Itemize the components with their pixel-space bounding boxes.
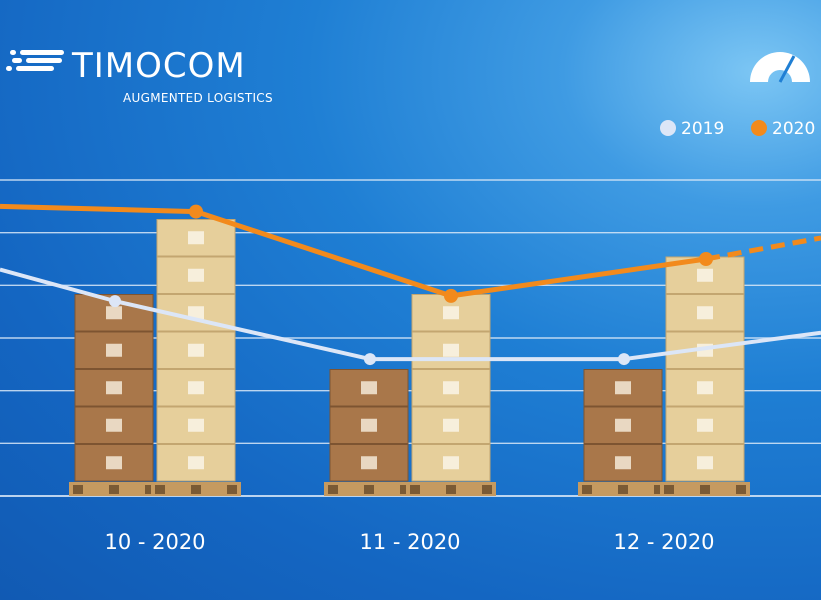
pallet-slot (109, 485, 119, 494)
box-stack-2020 (151, 219, 241, 496)
line-2020 (0, 203, 707, 299)
pallet-slot (736, 485, 746, 494)
box-stack-2019 (324, 369, 414, 496)
box-label (188, 418, 204, 432)
box-label (188, 231, 204, 245)
pallet-slot (73, 485, 83, 494)
pallet-slot (664, 485, 674, 494)
box-label (188, 381, 204, 395)
x-axis-labels: 10 - 2020 11 - 2020 12 - 2020 (104, 530, 714, 554)
box-label (106, 381, 122, 395)
box-label (361, 418, 377, 432)
box-label (106, 343, 122, 357)
box-label (188, 306, 204, 320)
point-2020 (699, 252, 713, 266)
box-label (697, 456, 713, 470)
legend-marker-2019 (660, 120, 676, 136)
pallet-slot (482, 485, 492, 494)
box-label (615, 418, 631, 432)
x-tick-label: 10 - 2020 (104, 530, 205, 554)
box-label (697, 268, 713, 282)
pallet-slot (328, 485, 338, 494)
box-stack-2020 (406, 294, 496, 496)
pallet-slot (364, 485, 374, 494)
speed-lines-icon (6, 50, 64, 71)
box-label (106, 456, 122, 470)
pallet-slot (191, 485, 201, 494)
box-stack-2019 (578, 369, 668, 496)
box-stacks (69, 219, 750, 496)
legend-item-2020: 2020 (751, 118, 815, 140)
brand-tagline: AUGMENTED LOGISTICS (123, 91, 273, 105)
box-label (443, 456, 459, 470)
legend-item-2019: 2019 (660, 118, 724, 140)
box-label (697, 418, 713, 432)
cardboard-box (156, 331, 236, 369)
box-label (697, 306, 713, 320)
point-2020 (189, 204, 203, 219)
pallet-slot (227, 485, 237, 494)
box-label (443, 381, 459, 395)
legend-label-2019: 2019 (681, 119, 725, 139)
box-label (443, 343, 459, 357)
box-stack-2020 (660, 256, 750, 496)
pallet-slot (700, 485, 710, 494)
box-label (697, 381, 713, 395)
box-label (361, 381, 377, 395)
box-label (443, 306, 459, 320)
box-stack-2019 (69, 294, 159, 496)
speedometer-icon (750, 52, 810, 83)
trend-lines (0, 203, 821, 366)
point-2019 (618, 353, 630, 366)
point-2019 (109, 295, 121, 308)
point-2020 (444, 288, 458, 303)
box-label (443, 418, 459, 432)
pallet-slot (618, 485, 628, 494)
legend-marker-2020 (751, 120, 767, 136)
pallet-slot (582, 485, 592, 494)
pallet-slot (410, 485, 420, 494)
box-label (188, 343, 204, 357)
pallet-slot (446, 485, 456, 494)
legend-label-2020: 2020 (772, 119, 816, 139)
box-label (615, 381, 631, 395)
box-label (615, 456, 631, 470)
box-label (106, 418, 122, 432)
pallet-slot (145, 485, 155, 494)
pallet-slot (654, 485, 664, 494)
point-2019 (364, 353, 376, 366)
x-tick-label: 12 - 2020 (613, 530, 714, 554)
pallet-slot (400, 485, 410, 494)
pallet-slot (155, 485, 165, 494)
x-tick-label: 11 - 2020 (359, 530, 460, 554)
box-label (106, 306, 122, 320)
box-label (361, 456, 377, 470)
line-2020-projection (705, 235, 821, 262)
box-label (188, 268, 204, 282)
box-label (188, 456, 204, 470)
brand-name: TIMOCOM (72, 46, 246, 86)
